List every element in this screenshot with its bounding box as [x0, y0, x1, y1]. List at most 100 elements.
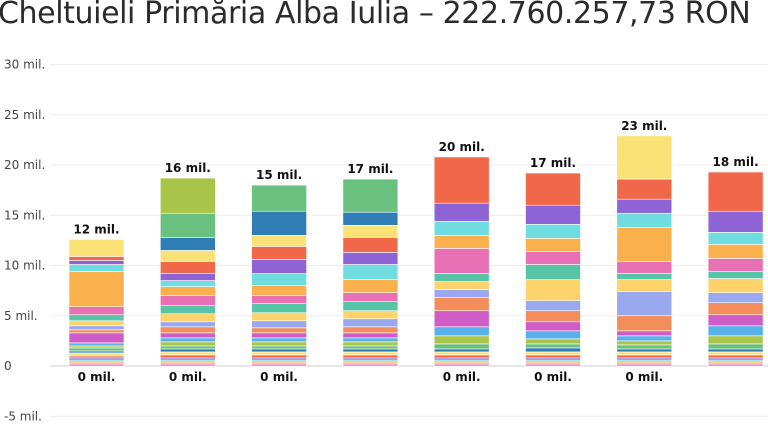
- bar-segment: [433, 297, 490, 312]
- bar-segment: [342, 337, 399, 343]
- bar-zero-label: 0 mil.: [534, 370, 572, 384]
- bar-segment: [707, 271, 764, 279]
- bar-segment: [525, 204, 581, 225]
- bar-segment: [160, 295, 216, 306]
- bar-segment: [433, 326, 490, 337]
- bar-segment: [616, 135, 673, 180]
- bar-segment: [251, 337, 307, 343]
- bar-segment: [707, 357, 764, 361]
- bar-segment: [68, 342, 125, 347]
- bar-segment: [68, 306, 125, 316]
- bar-segment: [160, 237, 216, 251]
- bar-segment: [616, 361, 673, 365]
- bar-segment: [160, 357, 216, 361]
- bar-segment: [342, 211, 399, 226]
- bar-segment: [68, 329, 125, 334]
- bar-segment: [342, 345, 399, 350]
- bar-segment: [433, 281, 490, 290]
- bar-segment: [433, 363, 490, 367]
- bar-segment: [707, 363, 764, 367]
- bar-segment: [707, 302, 764, 316]
- bar-segment: [433, 351, 490, 356]
- bar-segment: [251, 246, 307, 260]
- bar-segment: [433, 310, 490, 328]
- x-tick-label: 2020-08: [711, 431, 761, 433]
- bar-segment: [342, 326, 399, 334]
- bar-segment: [342, 225, 399, 238]
- bar-total-label: 12 mil.: [73, 222, 119, 236]
- bar-segment: [342, 357, 399, 361]
- bar-segment: [342, 279, 399, 293]
- bar-segment: [160, 348, 216, 353]
- bar-segment: [525, 354, 581, 359]
- y-tick-label: 10 mil.: [4, 259, 45, 273]
- bar-segment: [251, 359, 307, 363]
- bar-segment: [433, 202, 490, 222]
- bar-segment: [342, 341, 399, 347]
- bar-segment: [68, 347, 125, 352]
- bar-segment: [160, 321, 216, 328]
- bar-segment: [160, 261, 216, 274]
- bar-segment: [525, 343, 581, 349]
- bar-segment: [342, 354, 399, 359]
- bar-segment: [707, 258, 764, 272]
- bar-segment: [433, 354, 490, 359]
- bar-segment: [68, 260, 125, 265]
- bar-segment: [342, 318, 399, 328]
- bar-segment: [68, 363, 125, 367]
- bar-segment: [68, 271, 125, 308]
- bar-segment: [707, 244, 764, 259]
- bar-segment: [616, 335, 673, 342]
- bar-zero-label: 0 mil.: [443, 370, 481, 384]
- bar-segment: [160, 332, 216, 339]
- bar-segment: [525, 347, 581, 353]
- bar-segment: [616, 261, 673, 274]
- bar-segment: [707, 292, 764, 303]
- bar-segment: [160, 359, 216, 363]
- bar-segment: [160, 286, 216, 296]
- bar-segment: [433, 361, 490, 365]
- bar-zero-label: 0 mil.: [169, 370, 207, 384]
- bar-segment: [160, 273, 216, 281]
- bar-segment: [433, 359, 490, 363]
- bar-segment: [616, 273, 673, 280]
- bar-segment: [707, 210, 764, 233]
- bar-segment: [342, 178, 399, 213]
- bar-segment: [525, 338, 581, 345]
- bar-segment: [342, 264, 399, 280]
- bar-total-label: 17 mil.: [347, 162, 393, 176]
- bar-segment: [707, 278, 764, 293]
- bar-segment: [433, 220, 490, 236]
- bar-segment: [160, 326, 216, 334]
- bar-segment: [68, 264, 125, 272]
- bar-segment: [525, 310, 581, 323]
- bar-segment: [707, 354, 764, 359]
- bar-segment: [616, 227, 673, 262]
- bar-segment: [160, 351, 216, 356]
- bar-segment: [160, 280, 216, 287]
- bar-segment: [525, 172, 581, 206]
- bar-segment: [251, 327, 307, 334]
- bar-segment: [707, 171, 764, 212]
- bar-segment: [251, 363, 307, 367]
- bar-segment: [707, 359, 764, 363]
- bar-segment: [68, 357, 125, 361]
- bar-segment: [251, 312, 307, 322]
- bar-segment: [251, 332, 307, 339]
- bar-segment: [433, 348, 490, 353]
- bar-segment: [160, 177, 216, 214]
- bar-segment: [68, 361, 125, 365]
- bar-segment: [616, 178, 673, 200]
- bar-segment: [433, 357, 490, 361]
- bar-segment: [68, 325, 125, 331]
- bar-total-label: 18 mil.: [713, 155, 759, 169]
- bar-segment: [433, 248, 490, 274]
- bar-segment: [68, 256, 125, 261]
- y-tick-label: -5 mil.: [4, 409, 42, 423]
- bar-segment: [160, 337, 216, 343]
- y-tick-label: 15 mil.: [4, 208, 45, 222]
- bar-segment: [525, 357, 581, 361]
- bar-segment: [433, 156, 490, 204]
- bar-total-label: 20 mil.: [439, 140, 485, 154]
- bar-segment: [525, 238, 581, 252]
